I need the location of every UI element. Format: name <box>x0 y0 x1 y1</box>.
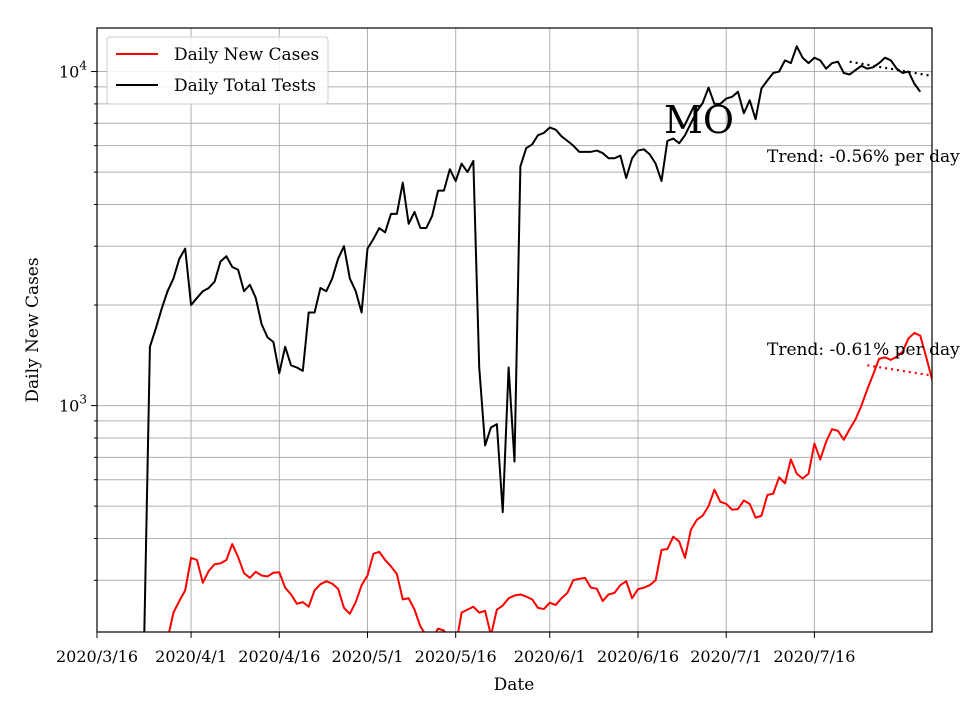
x-tick-label: 2020/4/16 <box>238 647 320 666</box>
y-axis-label: Daily New Cases <box>23 257 43 402</box>
plot-frame <box>96 27 933 633</box>
legend-label-cases: Daily New Cases <box>174 45 319 65</box>
legend-box <box>106 36 329 105</box>
y-tick-label: 104 <box>59 59 87 82</box>
x-axis-label: Date <box>494 675 535 695</box>
x-tick-label: 2020/6/1 <box>514 647 586 666</box>
x-tick-label: 2020/7/16 <box>773 647 855 666</box>
trend-annotation-cases: Trend: -0.61% per day <box>767 340 960 360</box>
trend-line <box>849 60 932 78</box>
x-tick-label: 2020/5/1 <box>332 647 404 666</box>
y-tick-label: 103 <box>59 393 87 416</box>
legend: Daily New Cases Daily Total Tests <box>106 36 329 105</box>
x-tick-label: 2020/6/16 <box>597 647 679 666</box>
chart-title: MO <box>664 98 734 142</box>
x-tick-label: 2020/3/16 <box>56 647 138 666</box>
series-line-daily-new-cases <box>168 331 932 632</box>
series-line-daily-total-tests <box>143 45 922 632</box>
x-tick-label: 2020/5/16 <box>415 647 497 666</box>
trend-line <box>867 364 932 377</box>
series-layer <box>143 45 932 632</box>
x-tick-label: 2020/4/1 <box>155 647 227 666</box>
axis-ticks: 2020/3/16 2020/4/1 2020/4/16 2020/5/1 2020/5… <box>56 59 855 666</box>
x-tick-label: 2020/7/1 <box>690 647 762 666</box>
legend-label-tests: Daily Total Tests <box>174 76 316 96</box>
trend-annotation-tests: Trend: -0.56% per day <box>767 147 960 167</box>
grid <box>96 28 932 632</box>
